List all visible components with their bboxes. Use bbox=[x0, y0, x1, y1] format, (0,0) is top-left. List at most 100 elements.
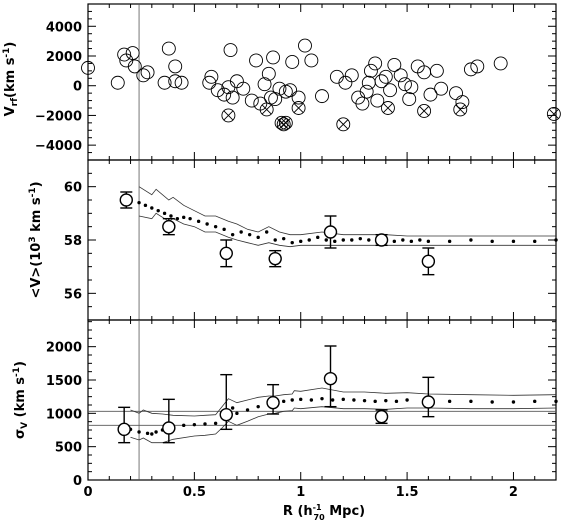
profile-dot bbox=[203, 422, 207, 426]
profile-dot bbox=[154, 430, 158, 434]
profile-dot bbox=[469, 238, 473, 242]
binned-point bbox=[323, 345, 338, 408]
galaxy-point-crossed bbox=[417, 104, 432, 118]
crossed-circle bbox=[291, 101, 306, 115]
cross-stroke bbox=[261, 104, 272, 115]
profile-dot bbox=[245, 408, 250, 412]
cross-stroke bbox=[223, 110, 234, 121]
galaxy-point bbox=[383, 83, 398, 98]
profile-dot bbox=[192, 422, 197, 427]
xlabel: R (h-1 70 Mpc) bbox=[283, 503, 365, 522]
y-tick-label: 0 bbox=[73, 474, 82, 489]
profile-dot bbox=[282, 236, 286, 241]
profile-dot bbox=[213, 224, 218, 229]
profile-dot bbox=[554, 399, 558, 404]
profile-dot bbox=[405, 398, 409, 402]
galaxy-point bbox=[470, 59, 485, 74]
crossed-circle bbox=[259, 102, 274, 117]
ylabel-velocity: Vrf(km s-1) bbox=[2, 42, 20, 117]
profile-dot bbox=[143, 203, 148, 208]
galaxy-point bbox=[291, 90, 306, 105]
galaxy-point-crossed bbox=[546, 106, 561, 121]
x-tick-label: 1 bbox=[296, 485, 305, 500]
profile-dot bbox=[213, 421, 218, 426]
galaxy-point bbox=[168, 74, 183, 89]
crossed-circle bbox=[546, 106, 561, 121]
binned-point bbox=[162, 217, 176, 236]
crossed-circle bbox=[336, 117, 351, 132]
profile-dot bbox=[290, 398, 294, 402]
binned-circle bbox=[162, 219, 176, 234]
profile-dot bbox=[533, 239, 537, 244]
y-tick-label: 56 bbox=[64, 287, 82, 302]
galaxy-point-crossed bbox=[453, 102, 468, 117]
galaxy-point bbox=[344, 68, 359, 83]
binned-circle bbox=[323, 371, 338, 386]
galaxy-point bbox=[117, 47, 132, 62]
binned-circle bbox=[421, 395, 436, 409]
galaxy-point bbox=[202, 75, 217, 90]
profile-dot bbox=[418, 238, 422, 242]
cross-stroke bbox=[455, 104, 466, 115]
galaxy-point-crossed bbox=[336, 117, 351, 132]
velocity-dispersion-panel: 0 500 1000 1500 2000 0 0.5 1 1.5 2 bbox=[46, 319, 558, 500]
crossed-circle bbox=[453, 102, 468, 117]
profile-dot bbox=[426, 239, 431, 244]
profile-dot bbox=[137, 430, 141, 434]
galaxy-point bbox=[174, 75, 189, 90]
galaxy-point bbox=[236, 81, 251, 96]
galaxy-point bbox=[361, 75, 376, 90]
profile-dot bbox=[511, 400, 516, 404]
profile-dot bbox=[511, 239, 516, 244]
profile-dot bbox=[156, 208, 160, 213]
profile-dot bbox=[362, 398, 367, 403]
profile-dot bbox=[299, 397, 303, 402]
profile-dot bbox=[401, 238, 405, 242]
ylabel-dispersion: σV (km s-1) bbox=[12, 361, 30, 439]
galaxy-point bbox=[249, 53, 264, 68]
profile-dot bbox=[162, 211, 167, 216]
y-tick-label: 1000 bbox=[46, 407, 82, 422]
binned-circle bbox=[268, 251, 282, 266]
profile-dot bbox=[324, 238, 328, 242]
mean-velocity-panel: 56 58 60 bbox=[64, 159, 558, 321]
y-tick-label: 0 bbox=[73, 80, 82, 95]
profile-dot bbox=[341, 238, 345, 242]
plot-frame bbox=[87, 159, 557, 321]
binned-point bbox=[117, 406, 131, 444]
profile-dot bbox=[447, 399, 452, 404]
profile-dot bbox=[137, 200, 141, 205]
crossed-circle bbox=[276, 117, 291, 132]
cross-stroke bbox=[338, 119, 349, 130]
galaxy-point bbox=[168, 59, 183, 74]
galaxy-point bbox=[463, 62, 478, 77]
profile-dot bbox=[282, 399, 286, 404]
profile-dot bbox=[145, 431, 150, 436]
binned-circle bbox=[219, 407, 233, 422]
ylabel-mean-velocity: <V>(103 km s-1) bbox=[28, 181, 44, 298]
profile-dot bbox=[533, 399, 537, 404]
galaxy-point-crossed bbox=[380, 101, 395, 115]
galaxy-point bbox=[378, 69, 393, 84]
galaxy-point bbox=[110, 75, 125, 90]
profile-dot bbox=[352, 398, 356, 402]
binned-point bbox=[421, 376, 436, 418]
galaxy-point bbox=[229, 74, 244, 89]
profile-dot bbox=[394, 399, 399, 404]
crossed-circle bbox=[278, 115, 293, 130]
galaxy-point bbox=[225, 90, 240, 105]
cross-stroke bbox=[293, 103, 304, 113]
y-tick-label: 2000 bbox=[46, 50, 82, 65]
binned-circle bbox=[119, 193, 133, 207]
galaxy-point bbox=[266, 50, 281, 65]
galaxy-point bbox=[81, 60, 95, 75]
galaxy-point bbox=[398, 77, 412, 92]
galaxy-point bbox=[157, 75, 172, 90]
galaxy-point-crossed bbox=[291, 101, 306, 115]
y-tick-label: 60 bbox=[64, 181, 82, 196]
binned-point bbox=[323, 215, 338, 249]
y-tick-label: 500 bbox=[55, 441, 82, 456]
galaxy-point bbox=[298, 38, 312, 53]
galaxy-point bbox=[140, 65, 155, 80]
